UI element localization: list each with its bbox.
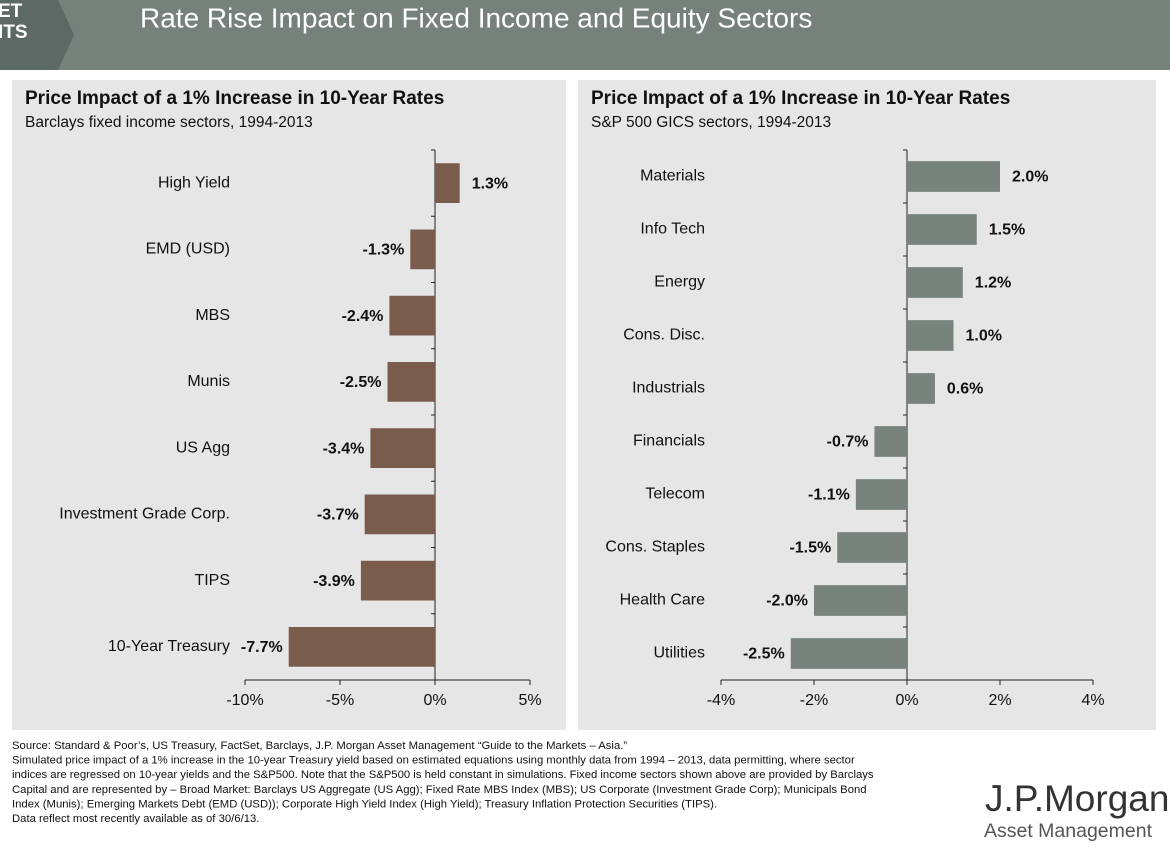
category-label: Cons. Staples (605, 539, 705, 556)
x-tick-label: -10% (226, 692, 263, 709)
chart-title: Price Impact of a 1% Increase in 10-Year… (591, 88, 1010, 109)
category-label: Telecom (645, 486, 705, 503)
category-label: Investment Grade Corp. (59, 506, 230, 523)
value-label: -2.5% (340, 374, 382, 391)
value-label: -3.9% (313, 573, 355, 590)
category-label: Financials (633, 433, 705, 450)
x-tick-label: -4% (707, 692, 735, 709)
chart-panel (578, 80, 1156, 730)
category-label: Materials (640, 168, 705, 185)
value-label: 2.0% (1012, 169, 1048, 186)
bar (907, 267, 963, 298)
footnote: Source: Standard & Poor’s, US Treasury, … (12, 740, 627, 752)
header-bar (0, 0, 1170, 70)
value-label: -1.1% (808, 487, 850, 504)
value-label: -0.7% (827, 434, 869, 451)
bar (389, 295, 435, 336)
chart-subtitle: Barclays fixed income sectors, 1994-2013 (25, 114, 313, 131)
chart-subtitle: S&P 500 GICS sectors, 1994-2013 (591, 114, 831, 131)
value-label: 1.2% (975, 275, 1011, 292)
category-label: Industrials (632, 380, 705, 397)
chart-panel (12, 80, 566, 730)
category-label: Cons. Disc. (623, 327, 705, 344)
category-label: Info Tech (640, 221, 705, 238)
value-label: -2.0% (766, 593, 808, 610)
bar (837, 532, 907, 563)
bar (364, 494, 435, 535)
value-label: -1.5% (789, 540, 831, 557)
bar (907, 161, 1000, 192)
value-label: -2.4% (342, 308, 384, 325)
x-tick-label: 2% (988, 692, 1011, 709)
category-label: Munis (187, 373, 230, 390)
footnote: indices are regressed on 10-year yields … (12, 769, 874, 781)
logo: J.P.Morgan (985, 778, 1169, 819)
logo-subtitle: Asset Management (984, 820, 1153, 842)
category-label: US Agg (176, 439, 230, 456)
category-label: Energy (654, 274, 705, 291)
value-label: -1.3% (363, 242, 405, 259)
x-tick-label: 4% (1081, 692, 1104, 709)
value-label: -3.7% (317, 507, 359, 524)
bar (360, 560, 435, 601)
value-label: 1.3% (472, 175, 508, 192)
header-tab (0, 0, 74, 70)
x-tick-label: 0% (423, 692, 446, 709)
category-label: 10-Year Treasury (108, 638, 230, 655)
tab-text: ITS (0, 22, 28, 43)
category-label: High Yield (158, 174, 230, 191)
value-label: 1.0% (966, 328, 1002, 345)
bar (907, 373, 935, 404)
x-tick-label: -2% (800, 692, 828, 709)
slide-title: Rate Rise Impact on Fixed Income and Equ… (140, 2, 812, 33)
bar (435, 163, 460, 203)
bar (370, 428, 435, 468)
category-label: Utilities (653, 645, 705, 662)
value-label: 1.5% (989, 222, 1025, 239)
tab-text: ET (0, 1, 23, 22)
x-tick-label: 5% (518, 692, 541, 709)
footnote: Simulated price impact of a 1% increase … (12, 755, 855, 767)
bar (790, 638, 907, 669)
x-tick-label: 0% (895, 692, 918, 709)
bar (907, 214, 977, 245)
bar (387, 362, 435, 402)
value-label: -2.5% (743, 646, 785, 663)
bar (410, 229, 435, 270)
value-label: 0.6% (947, 381, 983, 398)
bar (814, 585, 907, 616)
footnote: Data reflect most recently available as … (12, 813, 259, 825)
value-label: -7.7% (241, 639, 283, 656)
footnote: Capital and are represented by – Broad M… (12, 784, 867, 796)
value-label: -3.4% (323, 440, 365, 457)
category-label: MBS (195, 307, 230, 324)
chart-title: Price Impact of a 1% Increase in 10-Year… (25, 88, 444, 109)
footnote: Index (Munis); Emerging Markets Debt (EM… (12, 798, 717, 810)
bar (874, 426, 907, 457)
category-label: TIPS (194, 572, 230, 589)
x-tick-label: -5% (326, 692, 354, 709)
bar (288, 627, 435, 667)
category-label: EMD (USD) (146, 241, 230, 258)
bar (907, 320, 954, 351)
category-label: Health Care (620, 592, 705, 609)
bar (855, 479, 907, 510)
